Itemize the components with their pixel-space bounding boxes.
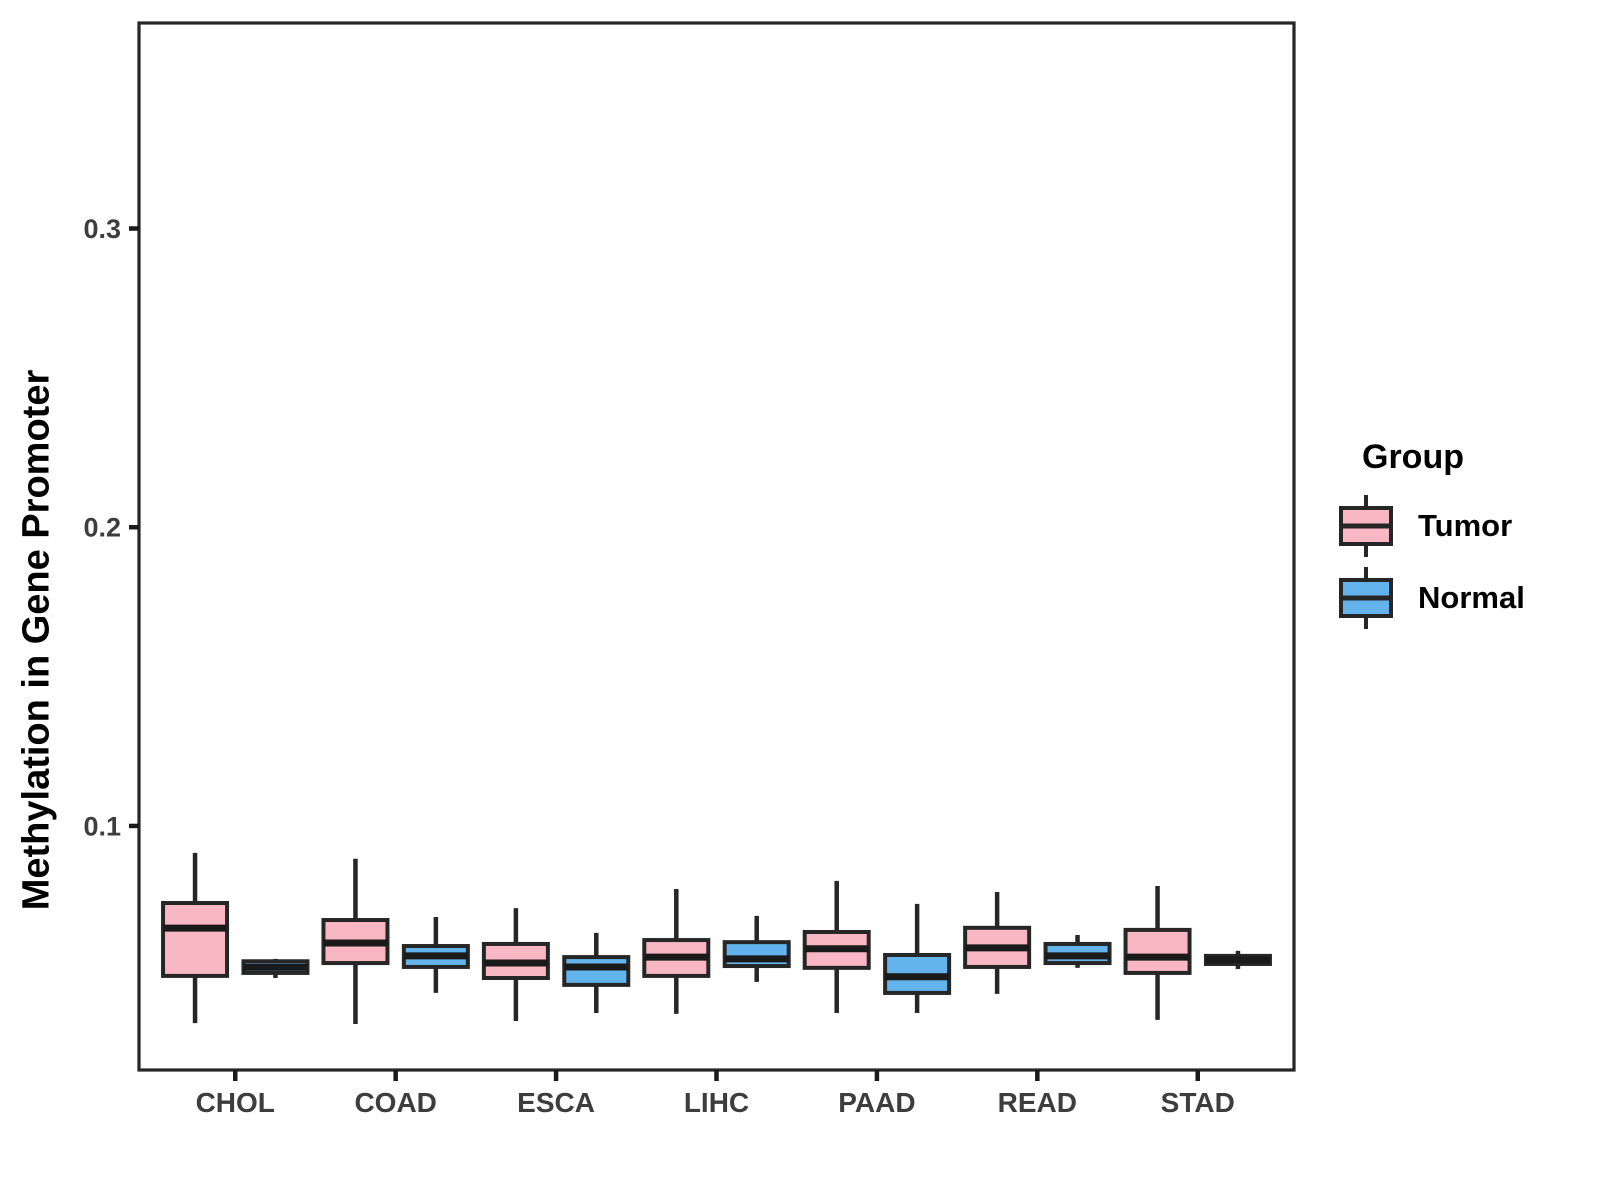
x-category-label: ESCA <box>517 1087 595 1118</box>
x-category-label: CHOL <box>196 1087 275 1118</box>
tumor-boxplot-glyph-icon <box>1339 495 1393 557</box>
y-axis-title: Methylation in Gene Promoter <box>15 369 58 911</box>
normal-boxplot-glyph-icon <box>1339 567 1393 629</box>
legend-item-tumor: Tumor <box>1338 493 1588 559</box>
legend-item-label: Normal <box>1418 580 1525 615</box>
x-category-label: STAD <box>1161 1087 1235 1118</box>
legend: Group Tumor Normal <box>1338 438 1588 637</box>
x-category-label: PAAD <box>838 1087 915 1118</box>
y-tick-label: 0.2 <box>83 513 121 543</box>
legend-item-normal: Normal <box>1338 565 1588 631</box>
box-normal-LIHC <box>722 940 791 969</box>
y-tick-label: 0.1 <box>83 811 121 841</box>
box-tumor-CHOL <box>161 901 230 978</box>
y-tick-label: 0.3 <box>83 214 121 244</box>
x-category-label: READ <box>998 1087 1077 1118</box>
x-category-label: COAD <box>354 1087 436 1118</box>
box-tumor-STAD <box>1123 927 1192 975</box>
box-normal-ESCA <box>562 955 631 987</box>
x-category-label: LIHC <box>684 1087 749 1118</box>
panel-border <box>137 21 1296 1072</box>
legend-title: Group <box>1362 438 1464 476</box>
legend-item-label: Tumor <box>1418 508 1513 543</box>
